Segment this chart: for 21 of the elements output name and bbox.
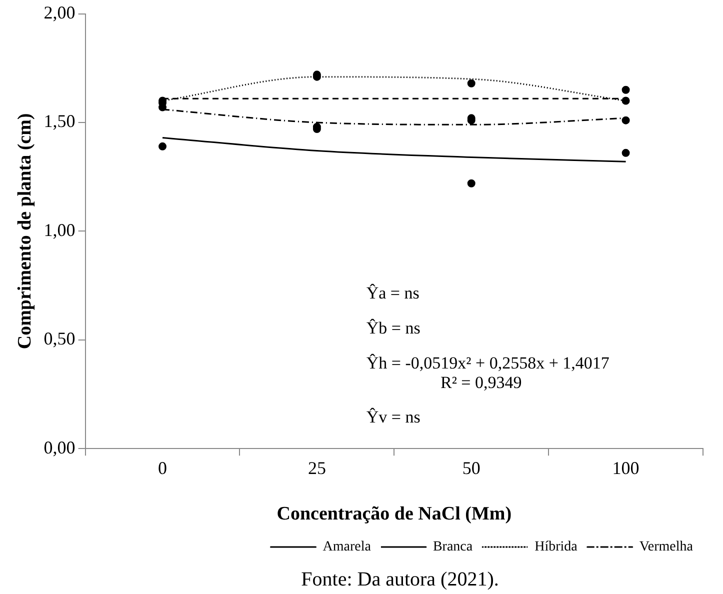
legend-label: Híbrida — [534, 540, 578, 555]
annotation: Ŷa = ns — [366, 284, 420, 303]
x-axis-title: Concentração de NaCl (Mm) — [276, 504, 512, 525]
y-tick-label: 1,00 — [44, 220, 76, 240]
source-note: Fonte: Da autora (2021). — [301, 568, 499, 590]
x-tick-label: 50 — [462, 458, 480, 478]
x-tick-label: 0 — [158, 458, 168, 478]
x-tick-label: 100 — [612, 458, 640, 478]
y-tick-label: 0,50 — [44, 328, 76, 349]
annotation: Ŷv = ns — [366, 408, 420, 427]
annotation: Ŷh = -0,0519x² + 0,2558x + 1,4017 — [366, 353, 610, 372]
annotation: R² = 0,9349 — [440, 372, 522, 392]
y-tick-label: 2,00 — [44, 2, 76, 23]
legend-label: Branca — [432, 540, 474, 555]
y-tick-label: 0,00 — [44, 437, 76, 458]
annotation: Ŷb = ns — [366, 318, 420, 338]
y-tick-label: 1,50 — [44, 111, 76, 132]
y-axis-title: Comprimento de planta (cm) — [14, 113, 36, 350]
legend-label: Amarela — [322, 540, 372, 555]
legend-label: Vermelha — [639, 540, 694, 555]
x-tick-label: 25 — [308, 458, 326, 478]
